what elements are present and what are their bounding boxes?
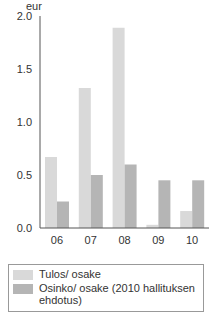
svg-text:1.0: 1.0 [17, 116, 32, 128]
svg-text:10: 10 [186, 234, 198, 246]
svg-text:06: 06 [51, 234, 63, 246]
html-text:Tulos/ osake: Tulos/ osake [39, 268, 101, 280]
svg-text:0.5: 0.5 [17, 169, 32, 181]
svg-text:0.0: 0.0 [17, 222, 32, 234]
svg-text:08: 08 [118, 234, 130, 246]
svg-text:07: 07 [85, 234, 97, 246]
svg-text:1.5: 1.5 [17, 63, 32, 75]
svg-text:2.0: 2.0 [17, 10, 32, 22]
html-text:eur: eur [26, 0, 42, 12]
html-text:Osinko/ osake (2010 hallitukse: Osinko/ osake (2010 hallituksen ehdotus) [39, 282, 195, 306]
svg-text:09: 09 [152, 234, 164, 246]
